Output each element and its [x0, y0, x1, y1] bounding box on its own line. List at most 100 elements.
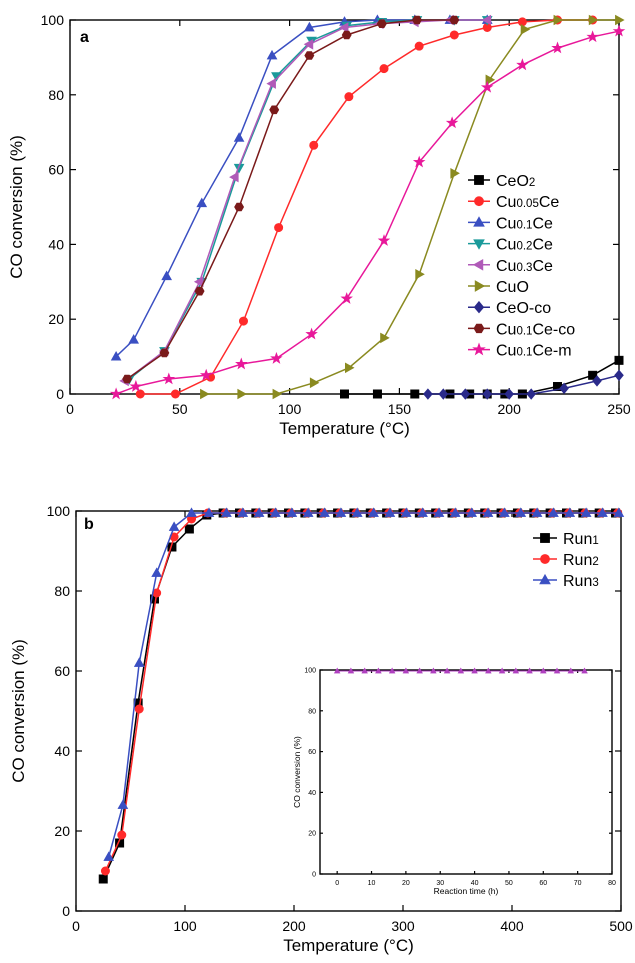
a-data-point — [193, 276, 204, 288]
a-data-point — [341, 30, 352, 40]
a-data-point — [200, 388, 210, 400]
a-y-tick-label: 100 — [41, 12, 65, 28]
inset-data-point — [457, 667, 465, 674]
inset-y-tick-label: 60 — [308, 749, 316, 756]
b-x-tick-label: 500 — [609, 918, 633, 934]
a-data-point — [340, 292, 353, 304]
a-x-tick-label: 150 — [388, 401, 412, 417]
a-data-point — [238, 316, 248, 326]
a-y-tick-label: 80 — [48, 87, 64, 103]
b-data-point — [613, 507, 625, 517]
a-legend-label: CeO2 — [496, 173, 535, 190]
a-series-line — [115, 30, 620, 395]
b-x-tick-label: 100 — [173, 918, 197, 934]
b-y-tick-label: 40 — [54, 743, 70, 759]
a-data-point — [266, 78, 276, 89]
a-legend-marker — [472, 258, 484, 271]
a-data-point — [516, 58, 529, 71]
b-data-point — [203, 507, 215, 517]
b-data-point — [384, 507, 396, 517]
inset-x-tick-label: 30 — [436, 880, 444, 887]
a-x-tick-label: 250 — [607, 401, 631, 417]
b-data-point — [117, 799, 129, 809]
inset-data-point — [333, 667, 341, 674]
inset-y-tick-label: 0 — [312, 872, 316, 879]
a-series-line — [344, 359, 620, 395]
b-data-point — [270, 507, 281, 517]
inset-data-point — [498, 667, 506, 674]
a-data-point — [233, 132, 245, 142]
inset-data-point — [553, 667, 561, 674]
a-data-point — [266, 49, 278, 60]
b-data-point — [449, 507, 461, 517]
b-y-tick-label: 100 — [47, 503, 71, 519]
a-data-point — [504, 388, 514, 400]
b-y-tick-label: 20 — [54, 823, 70, 839]
a-data-point — [162, 372, 176, 385]
b-series-line — [102, 512, 616, 880]
b-x-tick-label: 400 — [500, 918, 524, 934]
a-data-point — [135, 389, 145, 399]
a-data-point — [614, 355, 624, 365]
a-data-point — [438, 388, 449, 400]
inset-plot-frame — [319, 669, 613, 875]
a-legend-label: Cu0.1Ce-co — [496, 321, 575, 338]
inset-data-point — [388, 667, 396, 674]
inset-y-axis-label: CO conversion (%) — [292, 736, 302, 808]
b-y-tick-label: 60 — [54, 663, 70, 679]
panel-b-chart: 0 100 200 300 400 500020406080100Temperature … — [9, 503, 633, 955]
b-x-tick-label: 300 — [391, 918, 415, 934]
b-data-point — [168, 521, 180, 531]
inset-x-tick-label: 50 — [505, 880, 513, 887]
b-data-point — [134, 704, 144, 714]
a-data-point — [377, 234, 391, 246]
inset-data-point — [361, 667, 368, 674]
a-data-point — [372, 389, 382, 399]
a-data-point — [339, 389, 349, 399]
a-data-point — [380, 332, 390, 344]
inset-x-tick-label: 10 — [368, 880, 376, 887]
b-data-point — [221, 507, 232, 517]
a-legend-marker — [473, 216, 485, 227]
a-data-point — [229, 171, 239, 183]
inset-data-point — [430, 667, 437, 674]
inset-x-tick-label: 60 — [539, 880, 547, 887]
a-legend-marker — [473, 323, 485, 334]
a-data-point — [376, 19, 387, 29]
b-y-axis-label: CO conversion (%) — [9, 639, 28, 783]
a-data-point — [526, 388, 536, 400]
inset-data-point — [485, 667, 492, 674]
b-data-point — [151, 567, 163, 577]
b-data-point — [286, 507, 298, 517]
a-data-point — [234, 202, 245, 212]
a-data-point — [482, 388, 493, 400]
b-x-tick-label: 0 — [72, 918, 80, 934]
b-plot-frame — [75, 510, 622, 912]
b-data-point — [368, 507, 379, 517]
a-data-point — [274, 223, 284, 233]
a-data-point — [303, 38, 314, 50]
a-legend-label: Cu0.1Ce — [496, 215, 553, 232]
b-data-point — [351, 507, 363, 517]
a-data-point — [109, 387, 123, 400]
a-x-axis-label: Temperature (°C) — [279, 419, 410, 438]
inset-data-point — [347, 667, 355, 674]
a-data-point — [379, 64, 389, 74]
b-legend-label: Run3 — [563, 573, 599, 590]
a-data-point — [110, 350, 122, 361]
b-data-point — [548, 507, 559, 517]
a-legend-marker — [474, 196, 484, 207]
a-data-point — [449, 15, 460, 25]
a-data-point — [270, 351, 283, 364]
a-legend-label: CeO-co — [496, 300, 551, 317]
inset-x-tick-label: 20 — [402, 880, 410, 887]
a-legend-label: Cu0.1Ce-m — [496, 343, 572, 360]
inset-y-tick-label: 40 — [308, 790, 316, 797]
a-data-point — [309, 140, 319, 150]
b-data-point — [498, 507, 510, 517]
a-panel-label: a — [80, 29, 89, 46]
a-data-point — [199, 368, 213, 381]
a-data-point — [196, 197, 208, 208]
a-data-point — [517, 17, 527, 27]
a-data-point — [309, 377, 320, 389]
